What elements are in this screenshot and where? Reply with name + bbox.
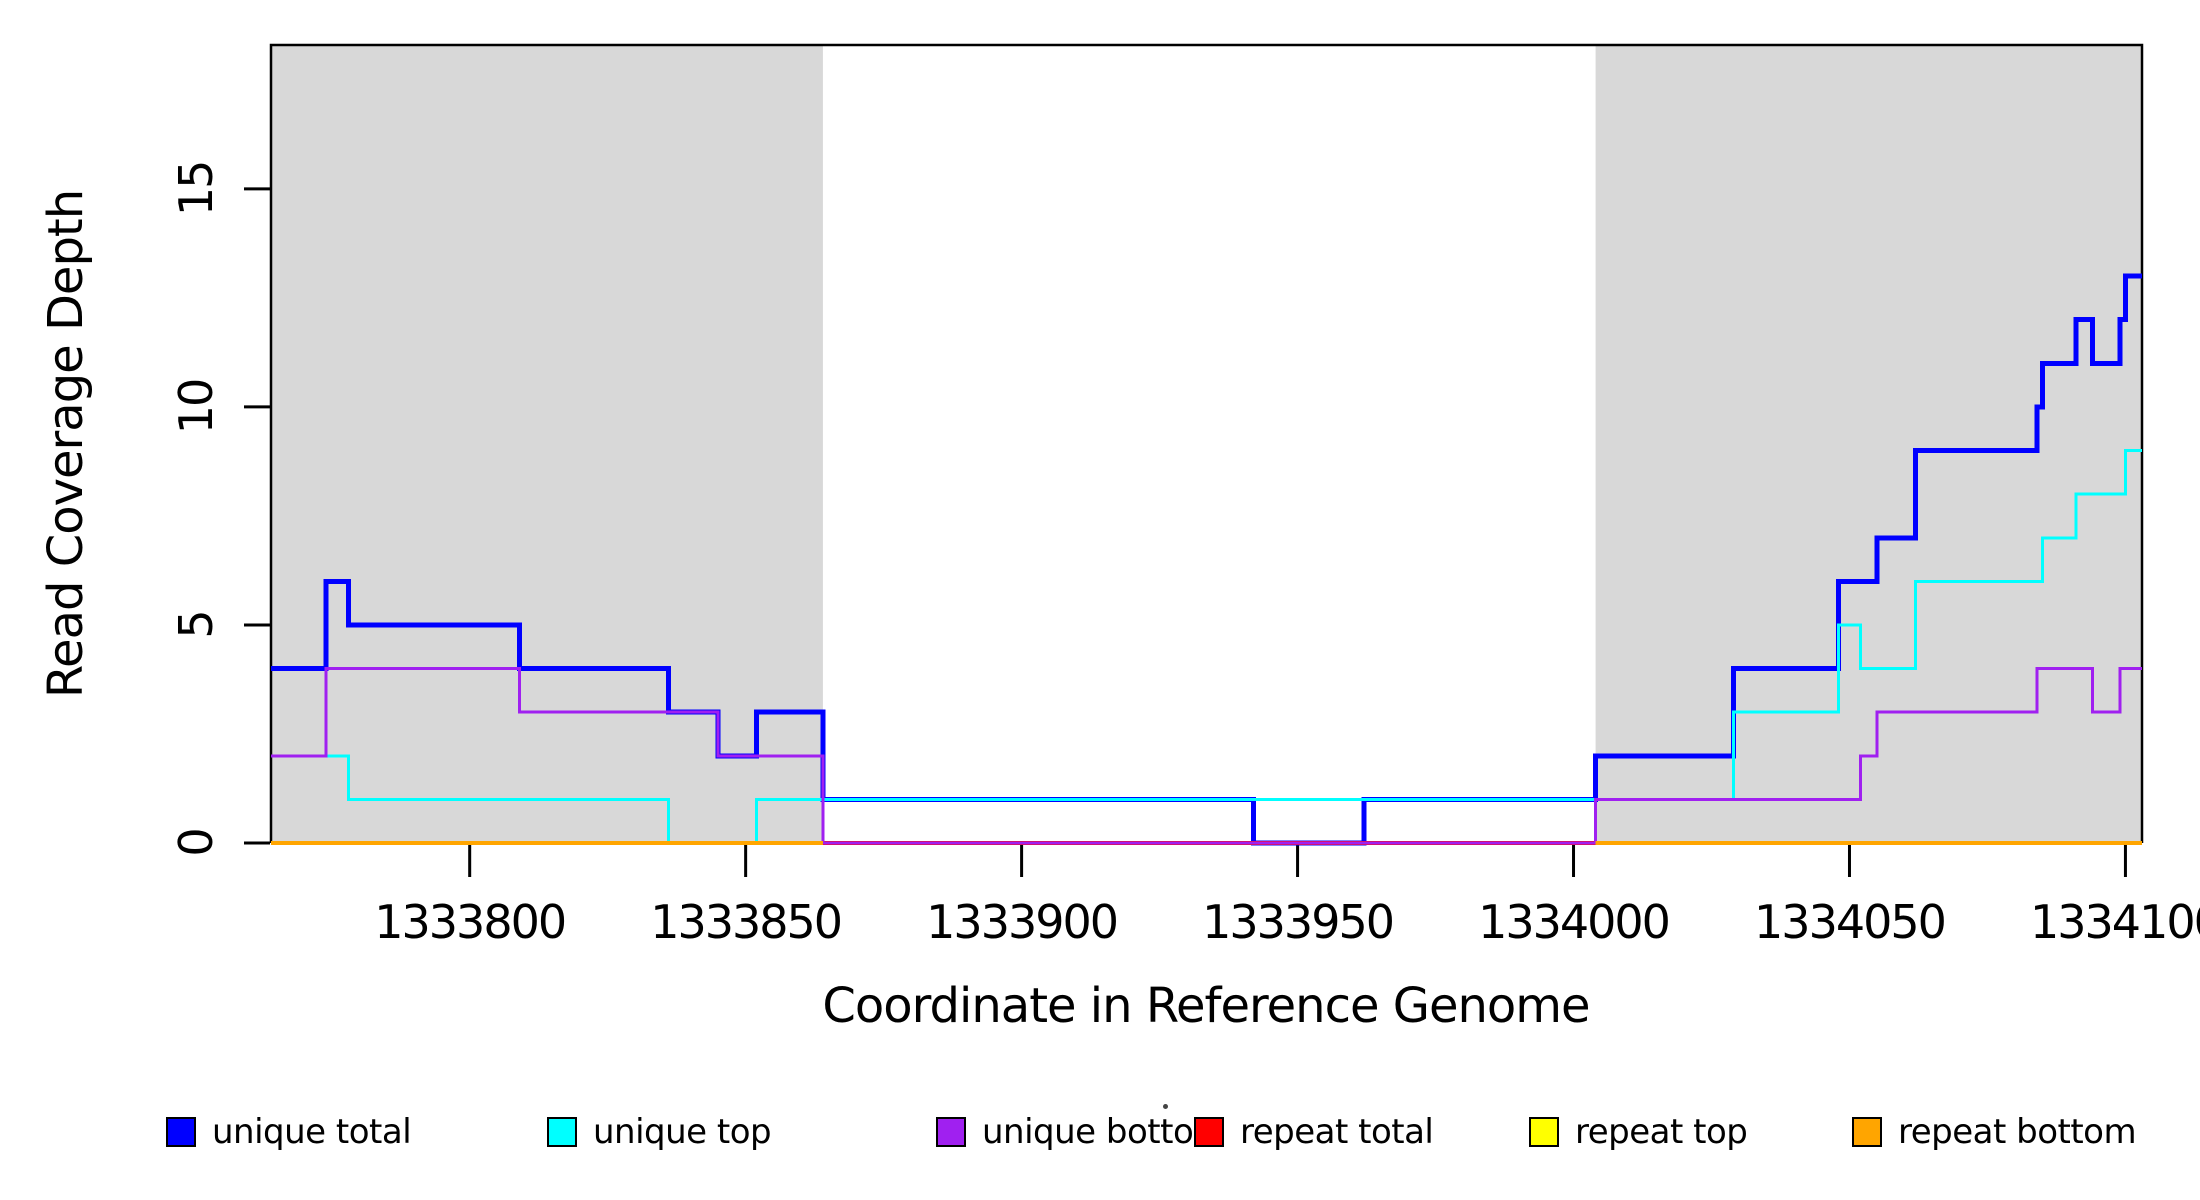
- legend-label: repeat bottom: [1898, 1112, 2137, 1152]
- x-tick-label: 1333800: [374, 895, 565, 949]
- plot-box: [269, 43, 2144, 843]
- legend-label: repeat total: [1240, 1112, 1434, 1152]
- repeat-region-right: [1595, 45, 2142, 843]
- series-lines: [271, 273, 2142, 846]
- axes: 1333800 1333850 1333900 1333950 1334000 13340…: [169, 43, 2200, 949]
- legend-label: repeat top: [1575, 1112, 1748, 1152]
- y-tick-label: 0: [169, 829, 223, 856]
- repeat-region-left: [271, 45, 823, 843]
- legend-label: unique total: [212, 1112, 412, 1152]
- y-tick-label: 15: [169, 162, 223, 217]
- series-line-unique-total: [271, 273, 2142, 846]
- x-tick-label: 1333950: [1202, 895, 1393, 949]
- y-tick-label: 5: [169, 611, 223, 638]
- legend-swatch-repeat-bottom: [1852, 1117, 1882, 1147]
- legend-label: unique top: [593, 1112, 772, 1152]
- series-line-unique-bottom: [271, 667, 2142, 845]
- series-line-unique-top: [271, 449, 2142, 845]
- y-axis-title: Read Coverage Depth: [38, 190, 94, 698]
- legend-label: unique bottom: [982, 1112, 1226, 1152]
- stray-dot: [1163, 1104, 1168, 1109]
- shaded-regions: [271, 45, 2142, 843]
- legend-swatch-unique-top: [547, 1117, 577, 1147]
- y-tick-label: 10: [169, 380, 223, 435]
- legend-item-unique-bottom: unique bottom: [936, 1112, 1226, 1152]
- legend-swatch-unique-bottom: [936, 1117, 966, 1147]
- legend-swatch-repeat-top: [1529, 1117, 1559, 1147]
- legend-item-unique-total: unique total: [166, 1112, 412, 1152]
- legend-swatch-unique-total: [166, 1117, 196, 1147]
- x-tick-label: 1334000: [1478, 895, 1669, 949]
- legend-item-repeat-top: repeat top: [1529, 1112, 1748, 1152]
- legend-swatch-repeat-total: [1194, 1117, 1224, 1147]
- legend-item-repeat-total: repeat total: [1194, 1112, 1434, 1152]
- x-tick-label: 1333850: [650, 895, 841, 949]
- x-tick-label: 1334050: [1754, 895, 1945, 949]
- legend-item-unique-top: unique top: [547, 1112, 772, 1152]
- x-axis-title: Coordinate in Reference Genome: [822, 978, 1589, 1034]
- legend: unique total unique top unique bottom repea…: [0, 1112, 2200, 1156]
- legend-item-repeat-bottom: repeat bottom: [1852, 1112, 2137, 1152]
- x-tick-label: 1333900: [926, 895, 1117, 949]
